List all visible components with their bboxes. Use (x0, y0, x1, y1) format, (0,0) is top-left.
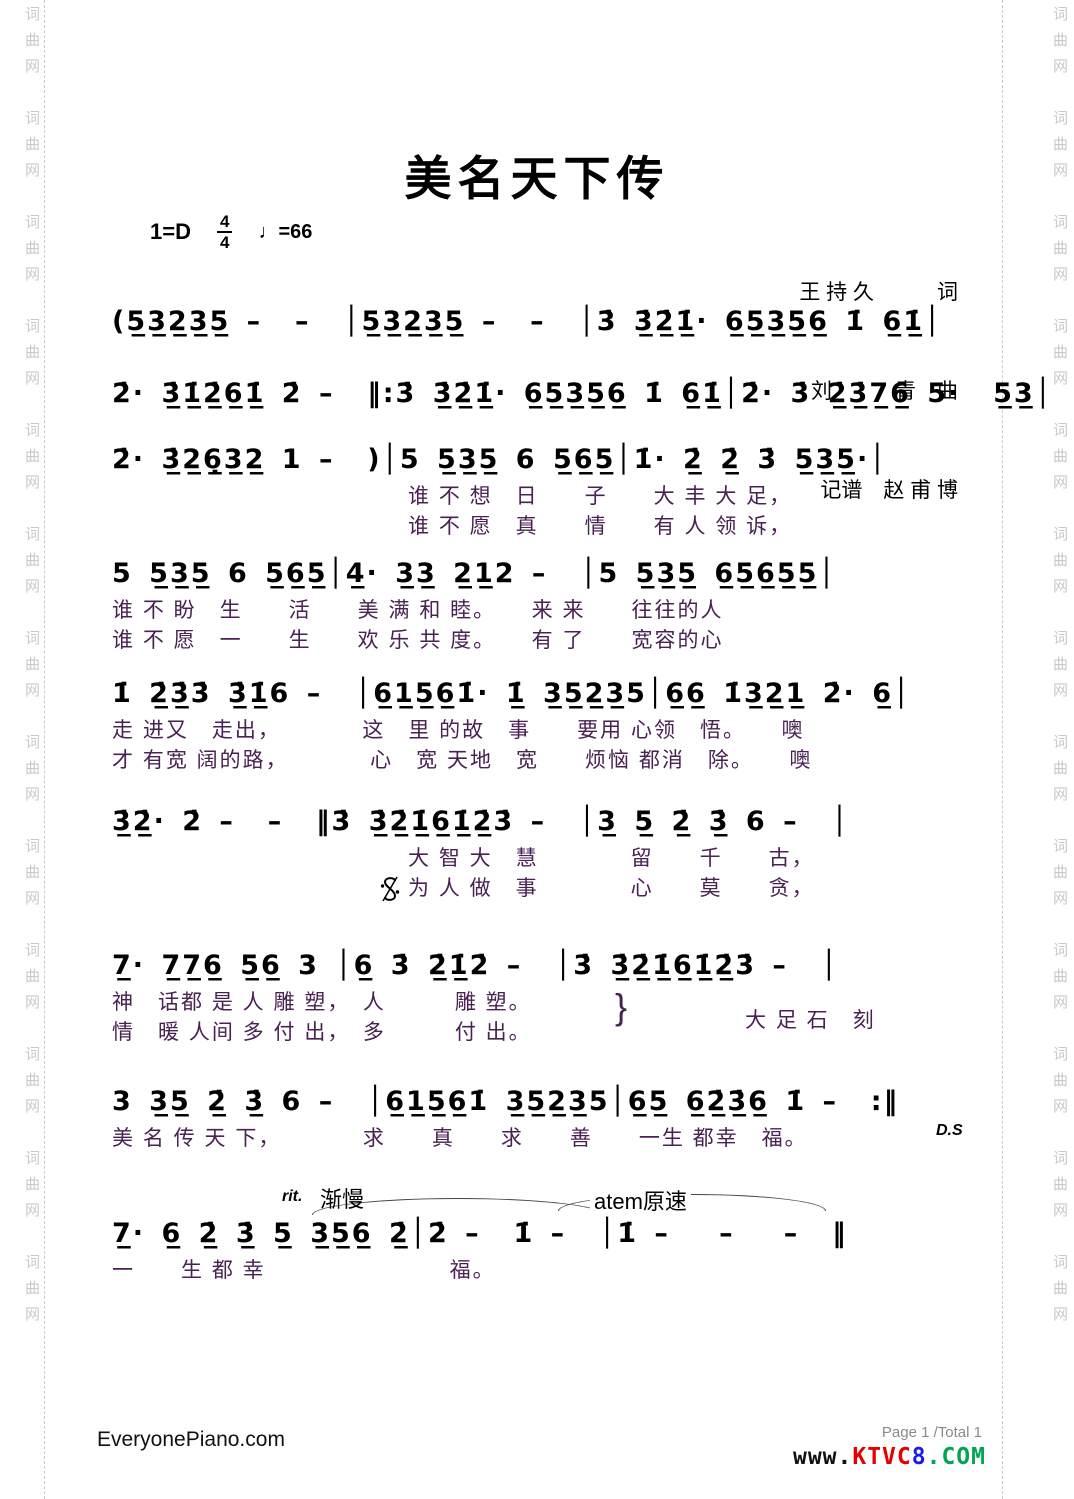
composer-credit: 刘 青 曲 (811, 380, 958, 403)
notation-line: (5̲3̲2̲3̲5̲ – – │5̲3̲2̲3̲5̲ – – │3̇ 3̲̇2… (112, 306, 943, 337)
music-system-4: 5 5̲3̲5̲ 6 5̲6̲5̲│4̲· 3̲3̲ 2̲1̲2 – │5 5̲… (112, 552, 982, 656)
dal-segno-marking: D.S (936, 1122, 963, 1139)
music-system-7: 7̲· 7̲7̲6̲ 5̲6̲ 3 │6̲ 3̇ 2̲̇1̲̇2̇ – │3̇ … (112, 944, 982, 1048)
ritardando-marking: rit. (282, 1188, 303, 1205)
notation-line: 1̇ 2̲̇3̲̇3̇ 3̲̇1̲̇6 – │6̲1̲5̲6̲1̇· 1̲̇ 3… (112, 678, 912, 709)
tempo-change-row: rit. 渐慢 atem原速 (112, 1182, 982, 1216)
lyrics-line-verse2: 谁 不 愿 一 生 欢 乐 共 度。 有 了 宽容的心 (112, 629, 724, 652)
logo-eight: 8 (911, 1444, 927, 1470)
logo-ktvc: KTVC (852, 1444, 912, 1470)
time-signature: 4 4 (216, 212, 233, 252)
music-system-8: 3 3̲5̲ 2̲̇ 3̲̇ 6 – │6̲1̲5̲6̲1̇ 3̲5̲2̲3̲5… (112, 1080, 982, 1154)
key-signature: 1=D (150, 219, 191, 244)
lyrics-line: 一 生 都 幸 福。 (112, 1259, 496, 1282)
music-system-5: 1̇ 2̲̇3̲̇3̇ 3̲̇1̲̇6 – │6̲1̲5̲6̲1̇· 1̲̇ 3… (112, 672, 982, 776)
notation-line: 2̇· 3̲̇2̲6̲̣3̲2̲ 1 – )│5 5̲3̲5̲ 6 5̲6̲5̲… (112, 444, 888, 475)
logo-www: www. (792, 1444, 853, 1470)
lyrics-line-verse1: 走 进又 走出， 这 里 的故 事 要用 心领 悟。 噢 (112, 719, 805, 742)
credits-block: 王 持 久 词 刘 青 曲 记谱 赵 甫 博 (799, 210, 958, 573)
segno-icon (380, 876, 400, 907)
notation-line: 2̇· 3̲̇1̲̇2̲̇6̲1̲̇ 2̇ – ‖:3̇ 3̲̇2̲̇1̲̇· … (112, 378, 1053, 409)
tempo-marking: ♩=66 (258, 220, 313, 243)
ktvc8-logo-link[interactable]: www.KTVC8.COM (793, 1444, 986, 1470)
notation-line: 3 3̲5̲ 2̲̇ 3̲̇ 6 – │6̲1̲5̲6̲1̇ 3̲5̲2̲3̲5… (112, 1086, 900, 1117)
logo-com: .COM (926, 1444, 986, 1470)
lyrics-line: 美 名 传 天 下， 求 真 求 善 一生 都幸 福。 (112, 1127, 808, 1150)
lyrics-line-verse2: 才 有宽 阔的路， 心 宽 天地 宽 烦恼 都消 除。 噢 (112, 749, 813, 772)
time-signature-numerator: 4 (219, 212, 230, 231)
lyrics-line-verse1: 谁 不 想 日 子 大 丰 大 足， (408, 485, 793, 508)
ritardando-chinese-label: 渐慢 (320, 1187, 365, 1212)
music-system-9: rit. 渐慢 atem原速 7̲· 6̲ 2̲̇ 3̲̇ 5̲ 3̲5̲6̲ … (112, 1182, 982, 1286)
notation-line: 7̲· 7̲7̲6̲ 5̲6̲ 3 │6̲ 3̇ 2̲̇1̲̇2̇ – │3̇ … (112, 950, 839, 981)
song-title: 美名天下传 (404, 154, 670, 206)
watermark-right: 词曲网 词曲网 词曲网 词曲网 词曲网 词曲网 词曲网 词曲网 词曲网 词曲网 … (1051, 6, 1068, 1332)
lyrics-line-verse2: 为 人 做 事 心 莫 贪， (408, 877, 815, 900)
watermark-left: 词曲网 词曲网 词曲网 词曲网 词曲网 词曲网 词曲网 词曲网 词曲网 词曲网 … (23, 6, 40, 1332)
right-dashed-divider (1002, 0, 1003, 1499)
music-system-2: 2̇· 3̲̇1̲̇2̲̇6̲1̲̇ 2̇ – ‖:3̇ 3̲̇2̲̇1̲̇· … (112, 372, 1053, 416)
music-system-6: 3̲̇2̲̇· 2̇ – – ‖3̇ 3̲̇2̲̇1̲̇6̲1̲̇2̲̇3̇ –… (112, 800, 982, 904)
transcriber-credit: 记谱 赵 甫 博 (820, 479, 958, 502)
notation-line: 3̲̇2̲̇· 2̇ – – ‖3̇ 3̲̇2̲̇1̲̇6̲1̲̇2̲̇3̇ –… (112, 806, 850, 837)
verse-end-brace: } (615, 986, 628, 1027)
lyrics-line-verse1: 神 话都 是 人 雕 塑， 人 雕 塑。 (112, 991, 532, 1014)
time-signature-denominator: 4 (216, 231, 233, 252)
music-system-1: (5̲3̲2̲3̲5̲ – – │5̲3̲2̲3̲5̲ – – │3̇ 3̲̇2… (112, 300, 982, 344)
lyricist-credit: 王 持 久 词 (799, 281, 958, 304)
everyonepiano-site-link[interactable]: EveryonePiano.com (97, 1428, 285, 1451)
page-indicator: Page 1 /Total 1 (881, 1424, 982, 1441)
lyrics-line-verse1: 大 智 大 慧 留 千 古， (408, 847, 815, 870)
lyrics-line-verse2: 谁 不 愿 真 情 有 人 领 诉， (408, 515, 793, 538)
music-system-3: 2̇· 3̲̇2̲6̲̣3̲2̲ 1 – )│5 5̲3̲5̲ 6 5̲6̲5̲… (112, 438, 982, 542)
notation-line: 5 5̲3̲5̲ 6 5̲6̲5̲│4̲· 3̲3̲ 2̲1̲2 – │5 5̲… (112, 558, 837, 589)
lyrics-continuation: 大 足 石 刻 (745, 1009, 876, 1032)
notation-line: 7̲· 6̲ 2̲̇ 3̲̇ 5̲ 3̲5̲6̲ 2̲̇│2̇ – 1̇ – │… (112, 1218, 848, 1249)
left-dashed-divider (44, 0, 45, 1499)
lyrics-line-verse2: 情 暖 人间 多 付 出， 多 付 出。 (112, 1021, 532, 1044)
a-tempo-marking: atem原速 (590, 1184, 691, 1216)
key-and-tempo-line: 1=D 4 4 ♩=66 (150, 212, 312, 252)
lyrics-line-verse1: 谁 不 盼 生 活 美 满 和 睦。 来 来 往往的人 (112, 599, 724, 622)
